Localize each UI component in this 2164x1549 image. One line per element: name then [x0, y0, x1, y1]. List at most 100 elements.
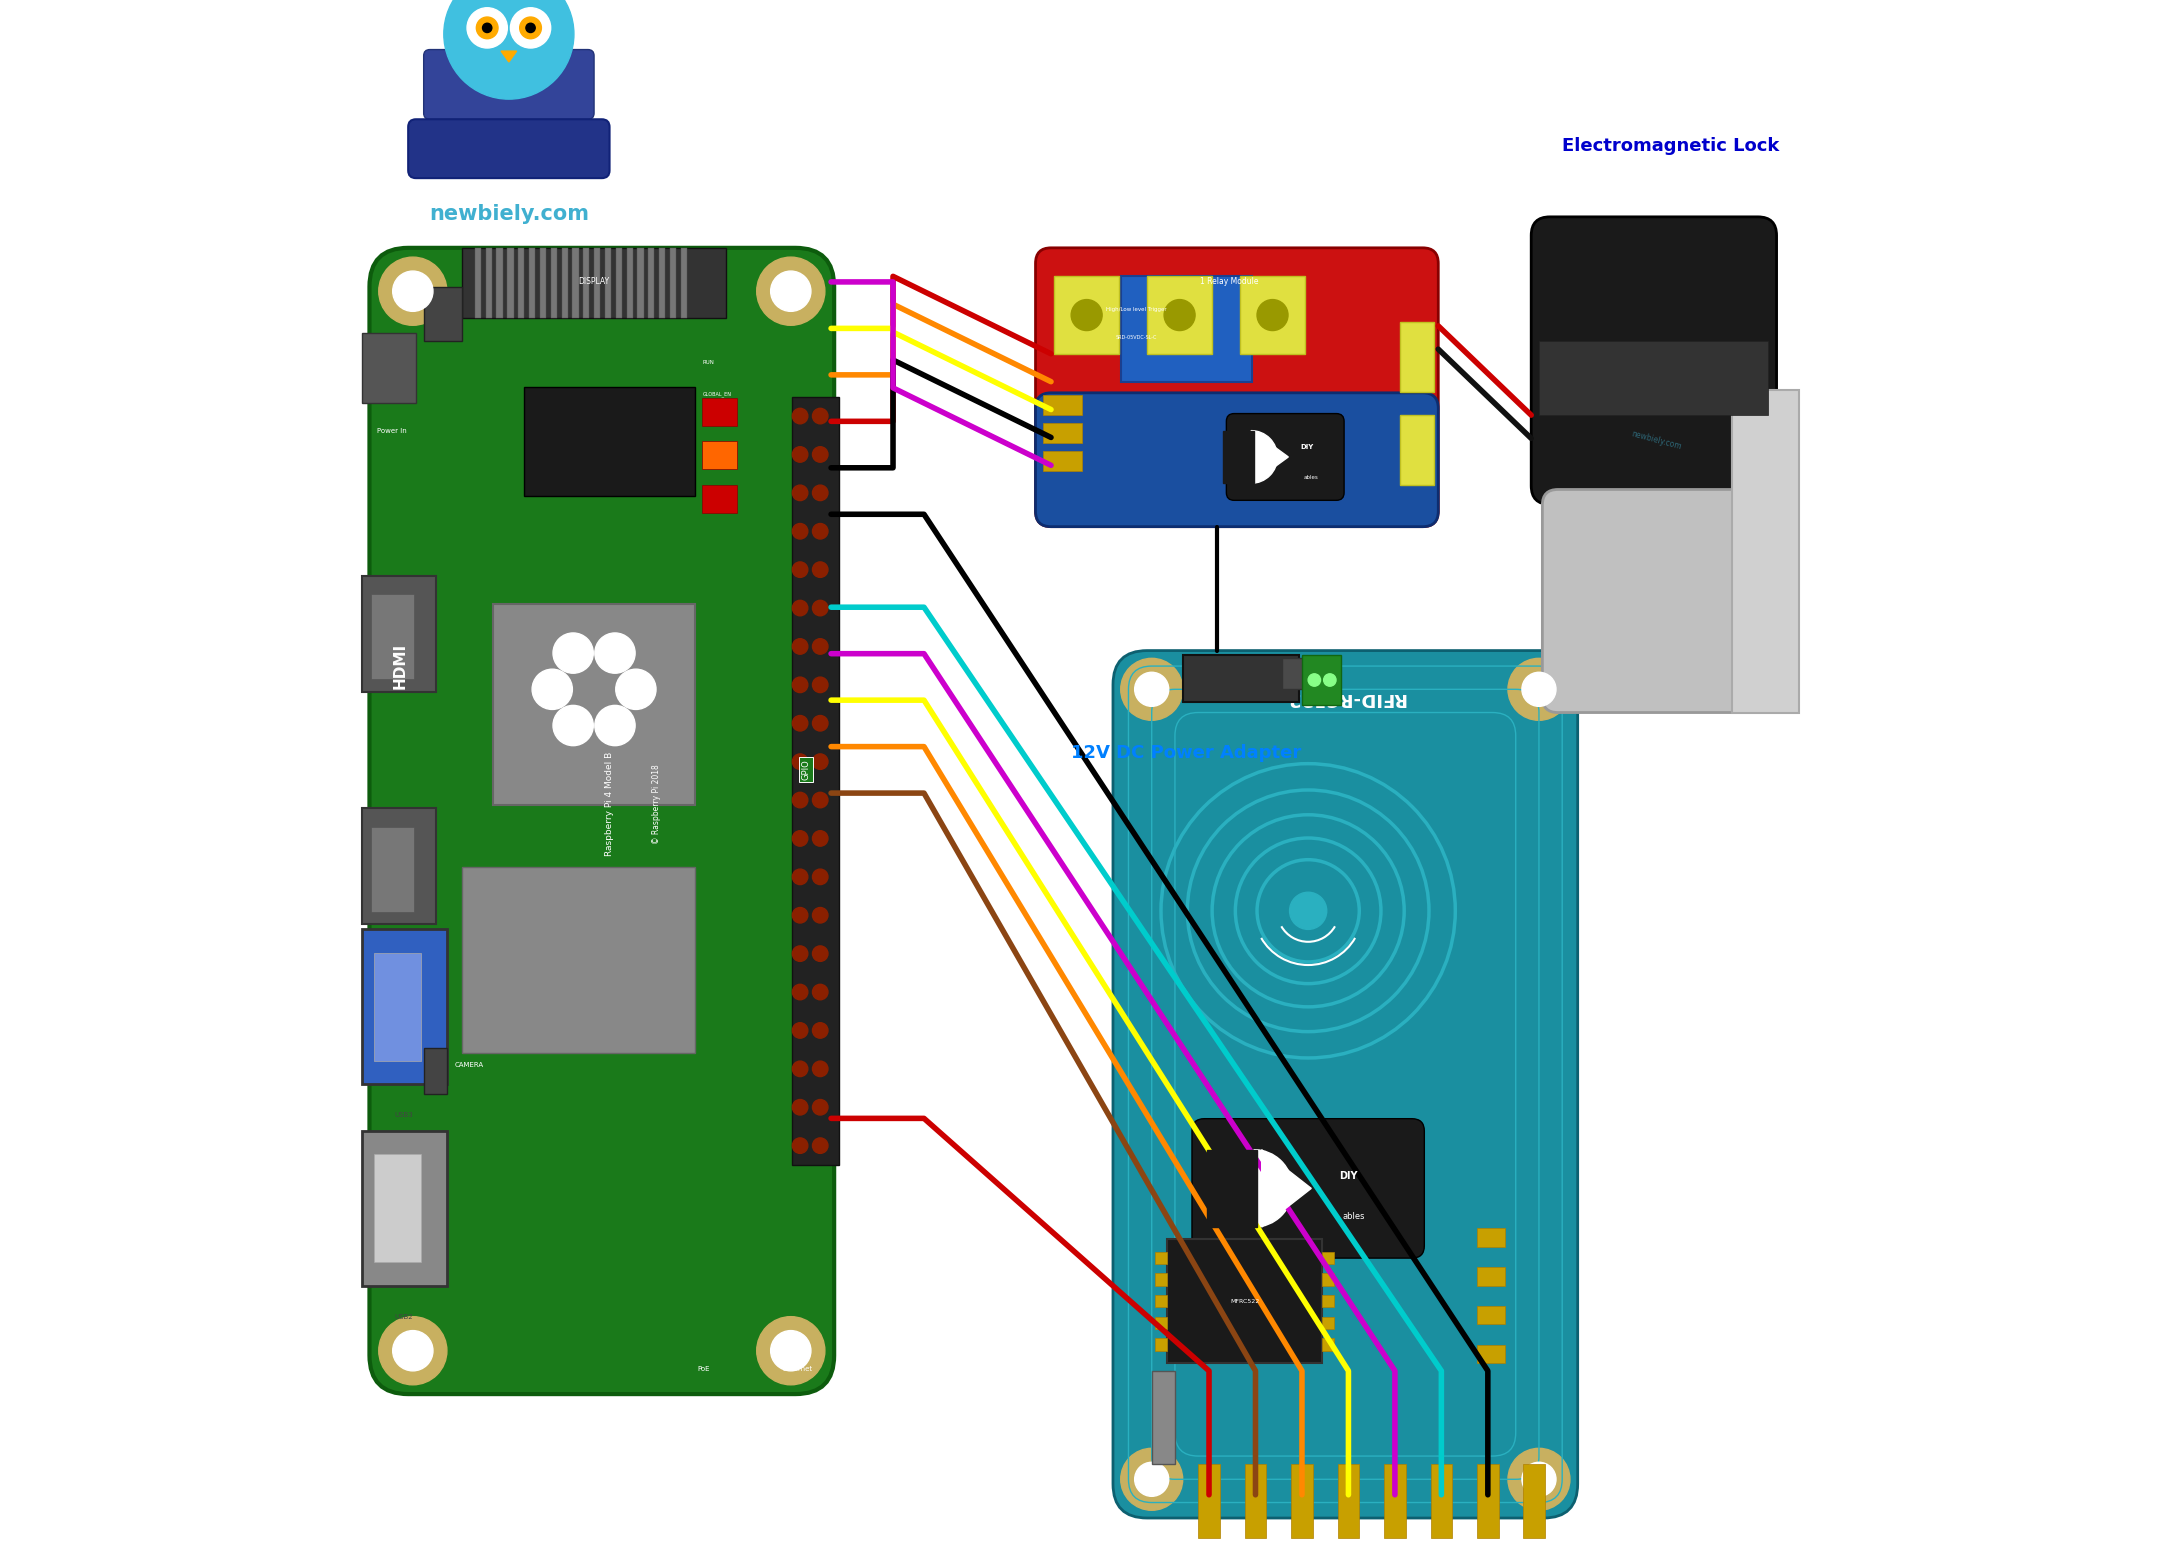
Bar: [361, 333, 415, 403]
Bar: [1156, 1338, 1166, 1351]
Polygon shape: [502, 51, 517, 62]
Bar: [1478, 1306, 1504, 1324]
Bar: [463, 248, 725, 318]
Bar: [1322, 1295, 1335, 1307]
Text: GPIO: GPIO: [803, 759, 812, 779]
Circle shape: [792, 908, 807, 923]
Text: HDMI: HDMI: [394, 643, 409, 689]
Bar: [517, 248, 524, 318]
Bar: [1731, 390, 1798, 713]
Circle shape: [476, 17, 498, 39]
Bar: [682, 248, 686, 318]
FancyBboxPatch shape: [1543, 489, 1779, 713]
Circle shape: [812, 908, 829, 923]
Text: High/Low level Trigger: High/Low level Trigger: [1106, 307, 1166, 311]
Bar: [1156, 1273, 1166, 1286]
Text: DIY: DIY: [1301, 445, 1314, 451]
Circle shape: [792, 485, 807, 500]
Bar: [1523, 1464, 1545, 1538]
Text: newbiely.com: newbiely.com: [582, 818, 651, 855]
Text: 12V DC Power Adapter: 12V DC Power Adapter: [1071, 744, 1301, 762]
Bar: [1054, 276, 1119, 353]
Bar: [1385, 1464, 1407, 1538]
Circle shape: [467, 8, 506, 48]
Circle shape: [812, 1061, 829, 1077]
Circle shape: [1164, 299, 1195, 330]
Bar: [1156, 1295, 1166, 1307]
Circle shape: [1134, 672, 1169, 706]
Wedge shape: [1251, 431, 1277, 483]
Circle shape: [812, 485, 829, 500]
Circle shape: [554, 634, 593, 674]
Polygon shape: [1255, 432, 1288, 482]
Bar: [370, 595, 413, 680]
Circle shape: [595, 634, 634, 674]
Bar: [1043, 395, 1082, 415]
Bar: [628, 248, 632, 318]
Text: USB2: USB2: [394, 1314, 413, 1320]
Text: © Raspberry Pi 2018: © Raspberry Pi 2018: [651, 764, 660, 844]
FancyBboxPatch shape: [1192, 1118, 1424, 1258]
FancyBboxPatch shape: [409, 119, 610, 178]
Bar: [374, 953, 420, 1061]
Text: ables: ables: [1305, 474, 1318, 480]
Circle shape: [812, 1139, 829, 1154]
Bar: [1539, 341, 1768, 415]
Circle shape: [792, 638, 807, 654]
Bar: [638, 248, 643, 318]
Bar: [595, 248, 599, 318]
Text: newbiely.com: newbiely.com: [428, 204, 589, 225]
Circle shape: [812, 716, 829, 731]
Circle shape: [483, 23, 491, 33]
Bar: [493, 604, 695, 805]
Circle shape: [554, 705, 593, 745]
Circle shape: [379, 257, 448, 325]
Bar: [1043, 451, 1082, 471]
Bar: [1322, 1252, 1335, 1264]
FancyBboxPatch shape: [1532, 217, 1777, 505]
Bar: [1478, 1267, 1504, 1286]
FancyBboxPatch shape: [1112, 651, 1578, 1518]
Circle shape: [792, 409, 807, 424]
Circle shape: [812, 677, 829, 692]
Bar: [1337, 1464, 1359, 1538]
Circle shape: [812, 409, 829, 424]
Bar: [1292, 1464, 1314, 1538]
Circle shape: [792, 446, 807, 462]
Bar: [496, 248, 502, 318]
Bar: [424, 287, 463, 341]
Text: MFRC522: MFRC522: [1229, 1298, 1259, 1304]
Bar: [671, 248, 675, 318]
Text: RUN: RUN: [703, 359, 714, 366]
Bar: [463, 867, 695, 1053]
Circle shape: [392, 271, 433, 311]
Text: newbiely.com: newbiely.com: [1125, 880, 1195, 917]
Text: GLOBAL_EN: GLOBAL_EN: [703, 390, 731, 397]
Circle shape: [792, 792, 807, 807]
Bar: [703, 398, 736, 426]
Bar: [617, 248, 621, 318]
Bar: [1208, 1149, 1257, 1227]
Text: Electromagnetic Lock: Electromagnetic Lock: [1562, 136, 1779, 155]
Circle shape: [1508, 1448, 1569, 1510]
Circle shape: [1508, 658, 1569, 720]
Circle shape: [1521, 672, 1556, 706]
Circle shape: [792, 1022, 807, 1038]
Circle shape: [444, 0, 573, 99]
Circle shape: [792, 869, 807, 884]
Circle shape: [792, 716, 807, 731]
Circle shape: [1121, 1448, 1184, 1510]
Bar: [539, 248, 545, 318]
Circle shape: [757, 1317, 824, 1385]
Bar: [485, 248, 491, 318]
FancyBboxPatch shape: [1037, 248, 1439, 527]
Circle shape: [532, 669, 573, 709]
Bar: [1244, 1464, 1266, 1538]
Bar: [1184, 655, 1298, 702]
Circle shape: [1257, 299, 1288, 330]
Circle shape: [580, 675, 608, 703]
Bar: [424, 1049, 448, 1095]
Circle shape: [792, 1100, 807, 1115]
Circle shape: [812, 984, 829, 999]
Bar: [524, 387, 695, 496]
